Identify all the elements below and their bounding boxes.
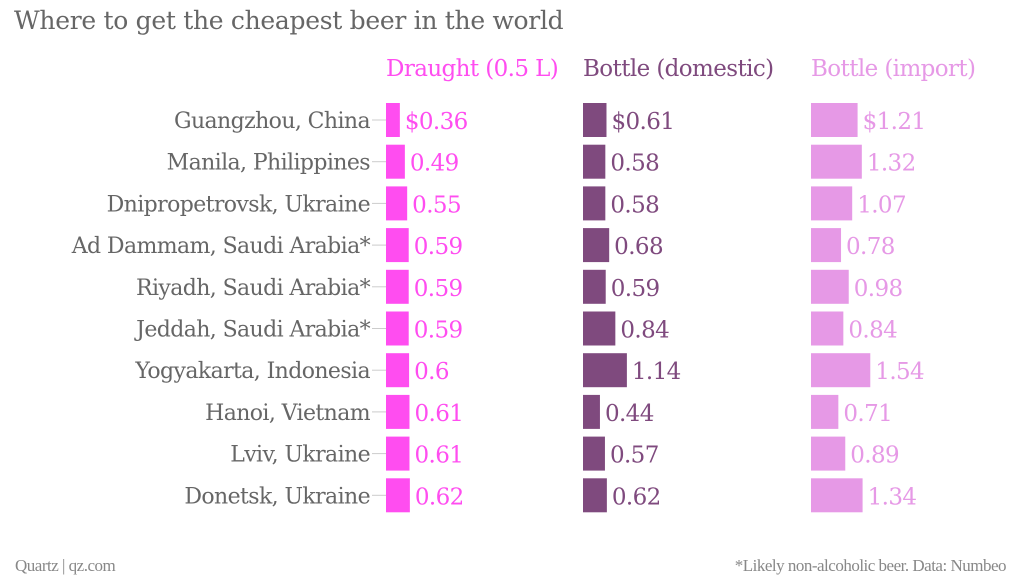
bar-1-3 (583, 228, 610, 263)
bar-2-7 (811, 394, 839, 429)
value-label: 0.59 (414, 276, 463, 302)
value-label: $0.61 (611, 109, 674, 135)
value-label: 0.59 (611, 276, 660, 302)
value-label: 0.6 (414, 359, 449, 385)
value-label: $1.21 (863, 109, 926, 135)
value-label: 0.62 (612, 484, 661, 510)
value-label: 0.62 (415, 484, 464, 510)
value-label: 0.59 (414, 318, 463, 344)
value-label: 0.71 (843, 401, 892, 427)
value-label: 0.44 (605, 401, 654, 427)
axis-ticks (372, 119, 386, 496)
value-label: 0.84 (620, 318, 669, 344)
bar-1-8 (583, 436, 605, 471)
category-label: Jeddah, Saudi Arabia* (134, 318, 371, 343)
bar-0-5 (386, 311, 409, 346)
bar-2-1 (811, 144, 862, 179)
bar-1-6 (583, 353, 627, 388)
bar-0-6 (386, 353, 410, 388)
bar-0-3 (386, 228, 409, 263)
value-label: 0.84 (848, 318, 897, 344)
chart-title: Where to get the cheapest beer in the wo… (14, 6, 564, 35)
bar-0-7 (386, 394, 410, 429)
legend-draught: Draught (0.5 L) (386, 56, 559, 82)
value-label: 0.98 (854, 276, 903, 302)
category-label: Dnipropetrovsk, Ukraine (107, 192, 370, 217)
category-label: Ad Dammam, Saudi Arabia* (71, 234, 371, 259)
value-label: 0.61 (414, 401, 463, 427)
value-label: 1.07 (857, 192, 906, 218)
footnote: *Likely non-alcoholic beer. Data: Numbeo (734, 556, 1007, 575)
value-label: 0.57 (610, 443, 659, 469)
value-label: $0.36 (405, 109, 468, 135)
legend-bottle-import: Bottle (import) (811, 56, 976, 82)
value-label: 0.58 (610, 151, 659, 177)
bar-2-4 (811, 269, 849, 304)
value-label: 0.89 (850, 443, 899, 469)
category-label: Hanoi, Vietnam (205, 401, 371, 426)
bar-2-5 (811, 311, 844, 346)
value-label: 0.58 (610, 192, 659, 218)
bar-0-9 (386, 478, 410, 513)
value-label: 0.49 (410, 151, 459, 177)
value-label: 1.14 (632, 359, 681, 385)
bar-1-1 (583, 144, 606, 179)
value-label: 1.32 (867, 151, 916, 177)
bar-1-2 (583, 186, 606, 221)
category-label: Manila, Philippines (167, 151, 371, 176)
category-label: Riyadh, Saudi Arabia* (136, 276, 371, 301)
bar-2-8 (811, 436, 846, 471)
bar-0-0 (386, 103, 400, 137)
bar-1-0 (583, 103, 607, 137)
value-label: 0.61 (414, 443, 463, 469)
bar-1-5 (583, 311, 616, 346)
bar-2-3 (811, 228, 842, 263)
bar-2-9 (811, 478, 863, 513)
legend-bottle-domestic: Bottle (domestic) (583, 56, 774, 82)
bar-2-2 (811, 186, 853, 221)
bar-0-4 (386, 269, 409, 304)
value-label: 1.34 (868, 484, 917, 510)
source-credit: Quartz | qz.com (15, 556, 116, 575)
bar-2-0 (811, 103, 858, 137)
bar-1-4 (583, 269, 606, 304)
category-label: Yogyakarta, Indonesia (134, 359, 370, 384)
value-labels: $0.36 0.49 0.55 0.59 0.59 0.59 0.6 0.61 0.61 0.62… (405, 109, 926, 510)
value-label: 0.59 (414, 234, 463, 260)
category-label: Donetsk, Ukraine (184, 484, 370, 509)
category-labels: Guangzhou, China Manila, Philippines Dnipr… (71, 109, 372, 509)
value-label: 1.54 (875, 359, 924, 385)
value-label: 0.78 (846, 234, 895, 260)
bars (386, 103, 871, 513)
value-label: 0.68 (614, 234, 663, 260)
bar-0-1 (386, 144, 405, 179)
value-label: 0.55 (412, 192, 461, 218)
bar-0-2 (386, 186, 408, 221)
bar-0-8 (386, 436, 410, 471)
bar-1-9 (583, 478, 607, 513)
category-label: Lviv, Ukraine (230, 443, 370, 468)
bar-2-6 (811, 353, 871, 388)
bar-1-7 (583, 394, 600, 429)
category-label: Guangzhou, China (174, 109, 370, 134)
